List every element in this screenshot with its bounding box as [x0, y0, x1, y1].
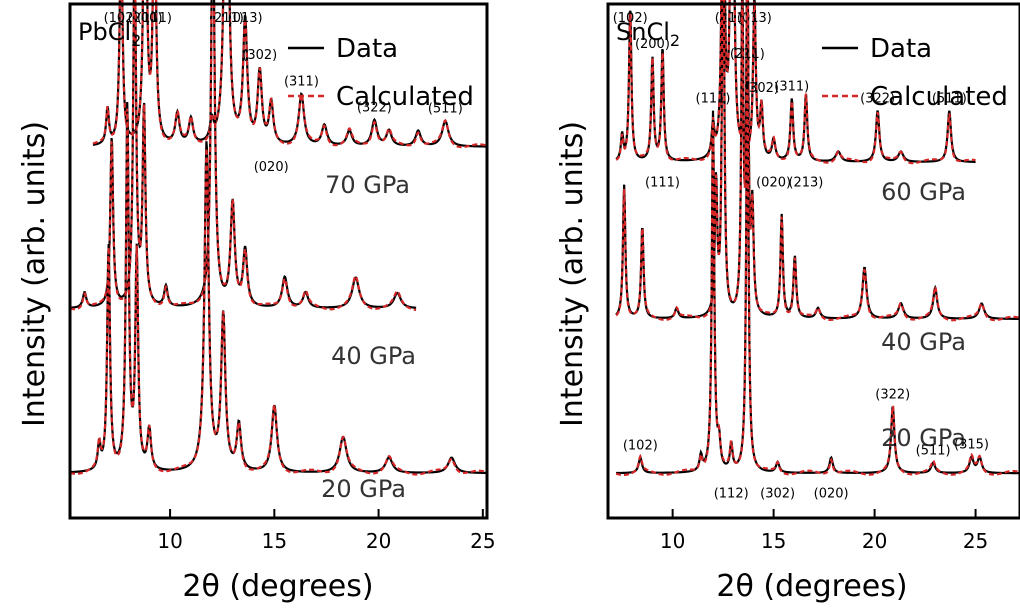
x-tick-label: 25 — [963, 529, 988, 553]
peak-index-label: (112) — [714, 486, 749, 501]
peak-index-label: (211) — [730, 47, 765, 62]
peak-index-label: (511) — [932, 92, 967, 107]
peak-index-label: (102) — [623, 439, 658, 454]
series-calculated-line — [92, 0, 488, 149]
peak-index-label: (322) — [860, 91, 895, 106]
x-tick-label: 20 — [366, 529, 391, 553]
x-axis-label: 2θ (degrees) — [182, 569, 373, 604]
pressure-label: 60 GPa — [881, 178, 966, 206]
peak-index-label: (511) — [428, 102, 463, 117]
peak-index-label: (302) — [760, 486, 795, 501]
series-data-line — [616, 81, 1020, 475]
peak-index-label: (315) — [954, 437, 989, 452]
peak-index-label: (322) — [357, 101, 392, 116]
legend-pbcl2: Data Calculated — [288, 34, 474, 112]
peak-index-label: (020) — [756, 175, 791, 190]
x-tick-label: 25 — [470, 529, 495, 553]
series-calculated-line — [69, 0, 417, 311]
legend-sncl2: Data Calculated — [822, 34, 1008, 112]
pressure-label: 40 GPa — [331, 342, 416, 370]
peak-index-label: (200) — [635, 37, 670, 52]
peak-index-label: (311) — [774, 79, 809, 94]
y-axis-label: Intensity (arb. units) — [17, 121, 52, 427]
pressure-label: 40 GPa — [881, 328, 966, 356]
peak-index-label: (111) — [645, 175, 680, 190]
series-calculated-line — [615, 0, 976, 165]
peak-index-label: (302) — [242, 48, 277, 63]
pressure-label: 20 GPa — [881, 424, 966, 452]
x-axis-label: 2θ (degrees) — [716, 569, 907, 604]
pressure-label: 20 GPa — [321, 475, 406, 503]
panel-title-sncl2: SnCl2 — [616, 18, 680, 50]
panel-title-pbcl2: PbCl2 — [78, 18, 141, 50]
peak-index-label: (020) — [814, 486, 849, 501]
peak-index-label: (213) — [788, 175, 823, 190]
x-tick-label: 20 — [862, 529, 887, 553]
peak-index-label: (102) — [104, 11, 139, 26]
legend-label-data: Data — [870, 34, 932, 64]
series-data-line — [615, 0, 1020, 320]
peak-index-label: (111) — [696, 92, 731, 107]
peak-index-label: (013) — [228, 11, 263, 26]
peak-index-label: (211) — [209, 11, 244, 26]
peak-index-label: (020) — [254, 160, 289, 175]
x-tick-label: 15 — [262, 529, 287, 553]
peak-index-label: (302) — [744, 81, 779, 96]
x-tick-label: 10 — [157, 529, 182, 553]
legend-label-data: Data — [336, 34, 398, 64]
legend-label-calculated: Calculated — [336, 82, 474, 112]
panel-pbcl2: Intensity (arb. units) 10 15 20 25 70 GPa (10… — [17, 0, 496, 604]
series-calculated-line — [615, 0, 1020, 322]
panel-sncl2: Intensity (arb. units) 10 15 20 25 60 GPa (10… — [555, 0, 1020, 604]
peak-index-label: (322) — [875, 387, 910, 402]
x-tick-label: 10 — [660, 529, 685, 553]
plot-frame-pbcl2 — [68, 2, 489, 520]
y-axis-label: Intensity (arb. units) — [555, 121, 590, 427]
pressure-label: 70 GPa — [325, 171, 410, 199]
legend-label-calculated: Calculated — [870, 82, 1008, 112]
peak-index-label: (111) — [137, 11, 172, 26]
plot-frame-sncl2 — [606, 2, 1020, 520]
peak-index-label: (511) — [916, 444, 951, 459]
peak-index-label: (102) — [613, 11, 648, 26]
series-calculated-line — [69, 108, 488, 476]
series-calculated-line — [615, 89, 1020, 477]
x-tick-label: 15 — [761, 529, 786, 553]
peak-index-label: (311) — [284, 75, 319, 90]
